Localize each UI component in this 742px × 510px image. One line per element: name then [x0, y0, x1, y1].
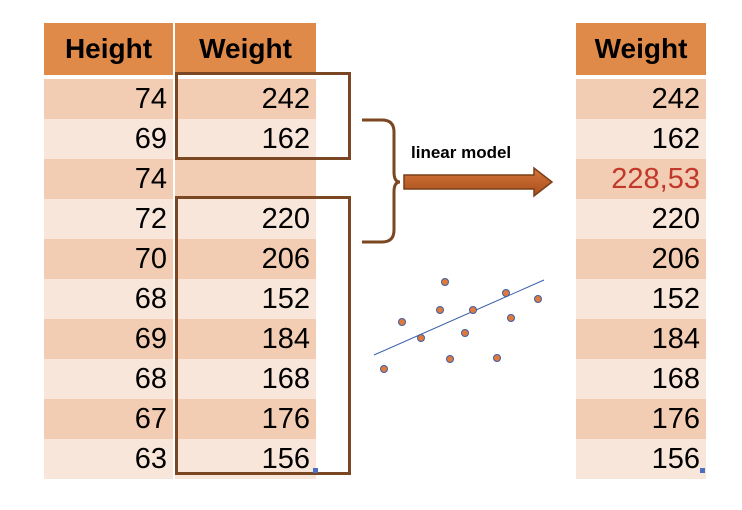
weight-result-cell: 162: [576, 119, 706, 159]
scatter-point: [446, 355, 454, 363]
regression-line: [373, 279, 545, 356]
scatter-point: [380, 365, 388, 373]
height-cell: 69: [44, 319, 175, 359]
height-cell: 69: [44, 119, 175, 159]
scatter-plot: [373, 278, 545, 373]
weight-cell: [175, 159, 316, 199]
weight-cell: 152: [175, 279, 316, 319]
weight-cell: 206: [175, 239, 316, 279]
weight-result-cell: 242: [576, 79, 706, 119]
header-height: Height: [44, 23, 175, 75]
weight-cell: 242: [175, 79, 316, 119]
known-rows-box-top: [175, 72, 351, 160]
scatter-point: [507, 314, 515, 322]
weight-cell: 220: [175, 199, 316, 239]
weight-result-cell: 206: [576, 239, 706, 279]
height-cell: 74: [44, 79, 175, 119]
weight-result-cell: 184: [576, 319, 706, 359]
scatter-point: [461, 329, 469, 337]
scatter-point: [398, 318, 406, 326]
known-rows-box-bottom: [175, 196, 351, 475]
scatter-point: [493, 354, 501, 362]
scatter-point: [469, 306, 477, 314]
height-cell: 74: [44, 159, 175, 199]
height-cell: 70: [44, 239, 175, 279]
height-cell: 67: [44, 399, 175, 439]
header-weight-result: Weight: [576, 23, 706, 75]
weight-result-cell: 168: [576, 359, 706, 399]
weight-result-cell: 152: [576, 279, 706, 319]
cell-handle-icon: [313, 468, 318, 473]
arrow-right-icon: [403, 166, 554, 198]
weight-cell: 184: [175, 319, 316, 359]
arrow-label: linear model: [411, 143, 512, 162]
weight-result-cell: 220: [576, 199, 706, 239]
scatter-point: [534, 295, 542, 303]
height-cell: 68: [44, 359, 175, 399]
weight-result-cell: 176: [576, 399, 706, 439]
header-weight: Weight: [175, 23, 316, 75]
height-cell: 68: [44, 279, 175, 319]
weight-result-cell: 156: [576, 439, 706, 479]
curly-brace-icon: [362, 118, 400, 244]
height-cell: 72: [44, 199, 175, 239]
weight-cell: 168: [175, 359, 316, 399]
weight-cell: 176: [175, 399, 316, 439]
scatter-point: [417, 334, 425, 342]
cell-handle-icon: [700, 468, 705, 473]
scatter-point: [502, 289, 510, 297]
height-cell: 63: [44, 439, 175, 479]
weight-cell: 162: [175, 119, 316, 159]
scatter-point: [441, 278, 449, 286]
scatter-point: [436, 306, 444, 314]
imputed-weight-cell: 228,53: [576, 159, 706, 199]
